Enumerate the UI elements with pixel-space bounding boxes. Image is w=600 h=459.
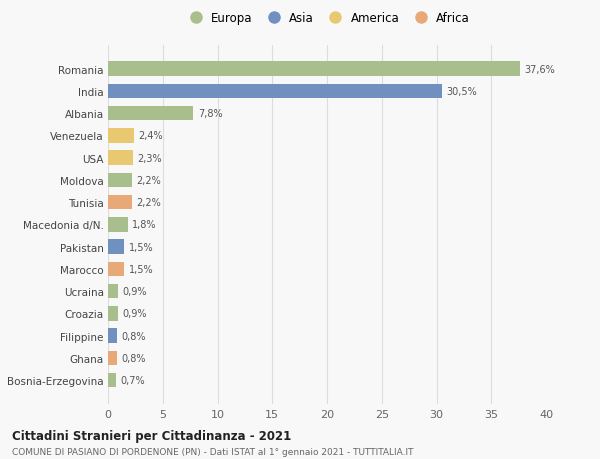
Bar: [108, 329, 117, 343]
Bar: [108, 284, 118, 299]
Text: 30,5%: 30,5%: [446, 87, 477, 96]
Text: 0,8%: 0,8%: [121, 331, 146, 341]
Text: 7,8%: 7,8%: [198, 109, 223, 119]
Text: 1,5%: 1,5%: [129, 264, 154, 274]
Bar: [108, 196, 132, 210]
Bar: [108, 262, 124, 277]
Bar: [108, 307, 118, 321]
Bar: [108, 218, 128, 232]
Text: 0,9%: 0,9%: [122, 286, 147, 297]
Bar: [108, 62, 520, 77]
Text: COMUNE DI PASIANO DI PORDENONE (PN) - Dati ISTAT al 1° gennaio 2021 - TUTTITALIA: COMUNE DI PASIANO DI PORDENONE (PN) - Da…: [12, 448, 413, 457]
Text: 37,6%: 37,6%: [524, 64, 555, 74]
Bar: [108, 373, 116, 388]
Bar: [108, 84, 442, 99]
Text: 0,8%: 0,8%: [121, 353, 146, 363]
Text: 2,3%: 2,3%: [137, 153, 162, 163]
Text: Cittadini Stranieri per Cittadinanza - 2021: Cittadini Stranieri per Cittadinanza - 2…: [12, 429, 291, 442]
Bar: [108, 173, 132, 188]
Text: 2,2%: 2,2%: [136, 175, 161, 185]
Bar: [108, 129, 134, 143]
Text: 0,9%: 0,9%: [122, 309, 147, 319]
Bar: [108, 106, 193, 121]
Text: 2,4%: 2,4%: [139, 131, 163, 141]
Text: 1,5%: 1,5%: [129, 242, 154, 252]
Bar: [108, 151, 133, 166]
Text: 2,2%: 2,2%: [136, 198, 161, 207]
Bar: [108, 240, 124, 254]
Text: 0,7%: 0,7%: [120, 375, 145, 386]
Legend: Europa, Asia, America, Africa: Europa, Asia, America, Africa: [184, 12, 470, 25]
Text: 1,8%: 1,8%: [132, 220, 157, 230]
Bar: [108, 351, 117, 365]
